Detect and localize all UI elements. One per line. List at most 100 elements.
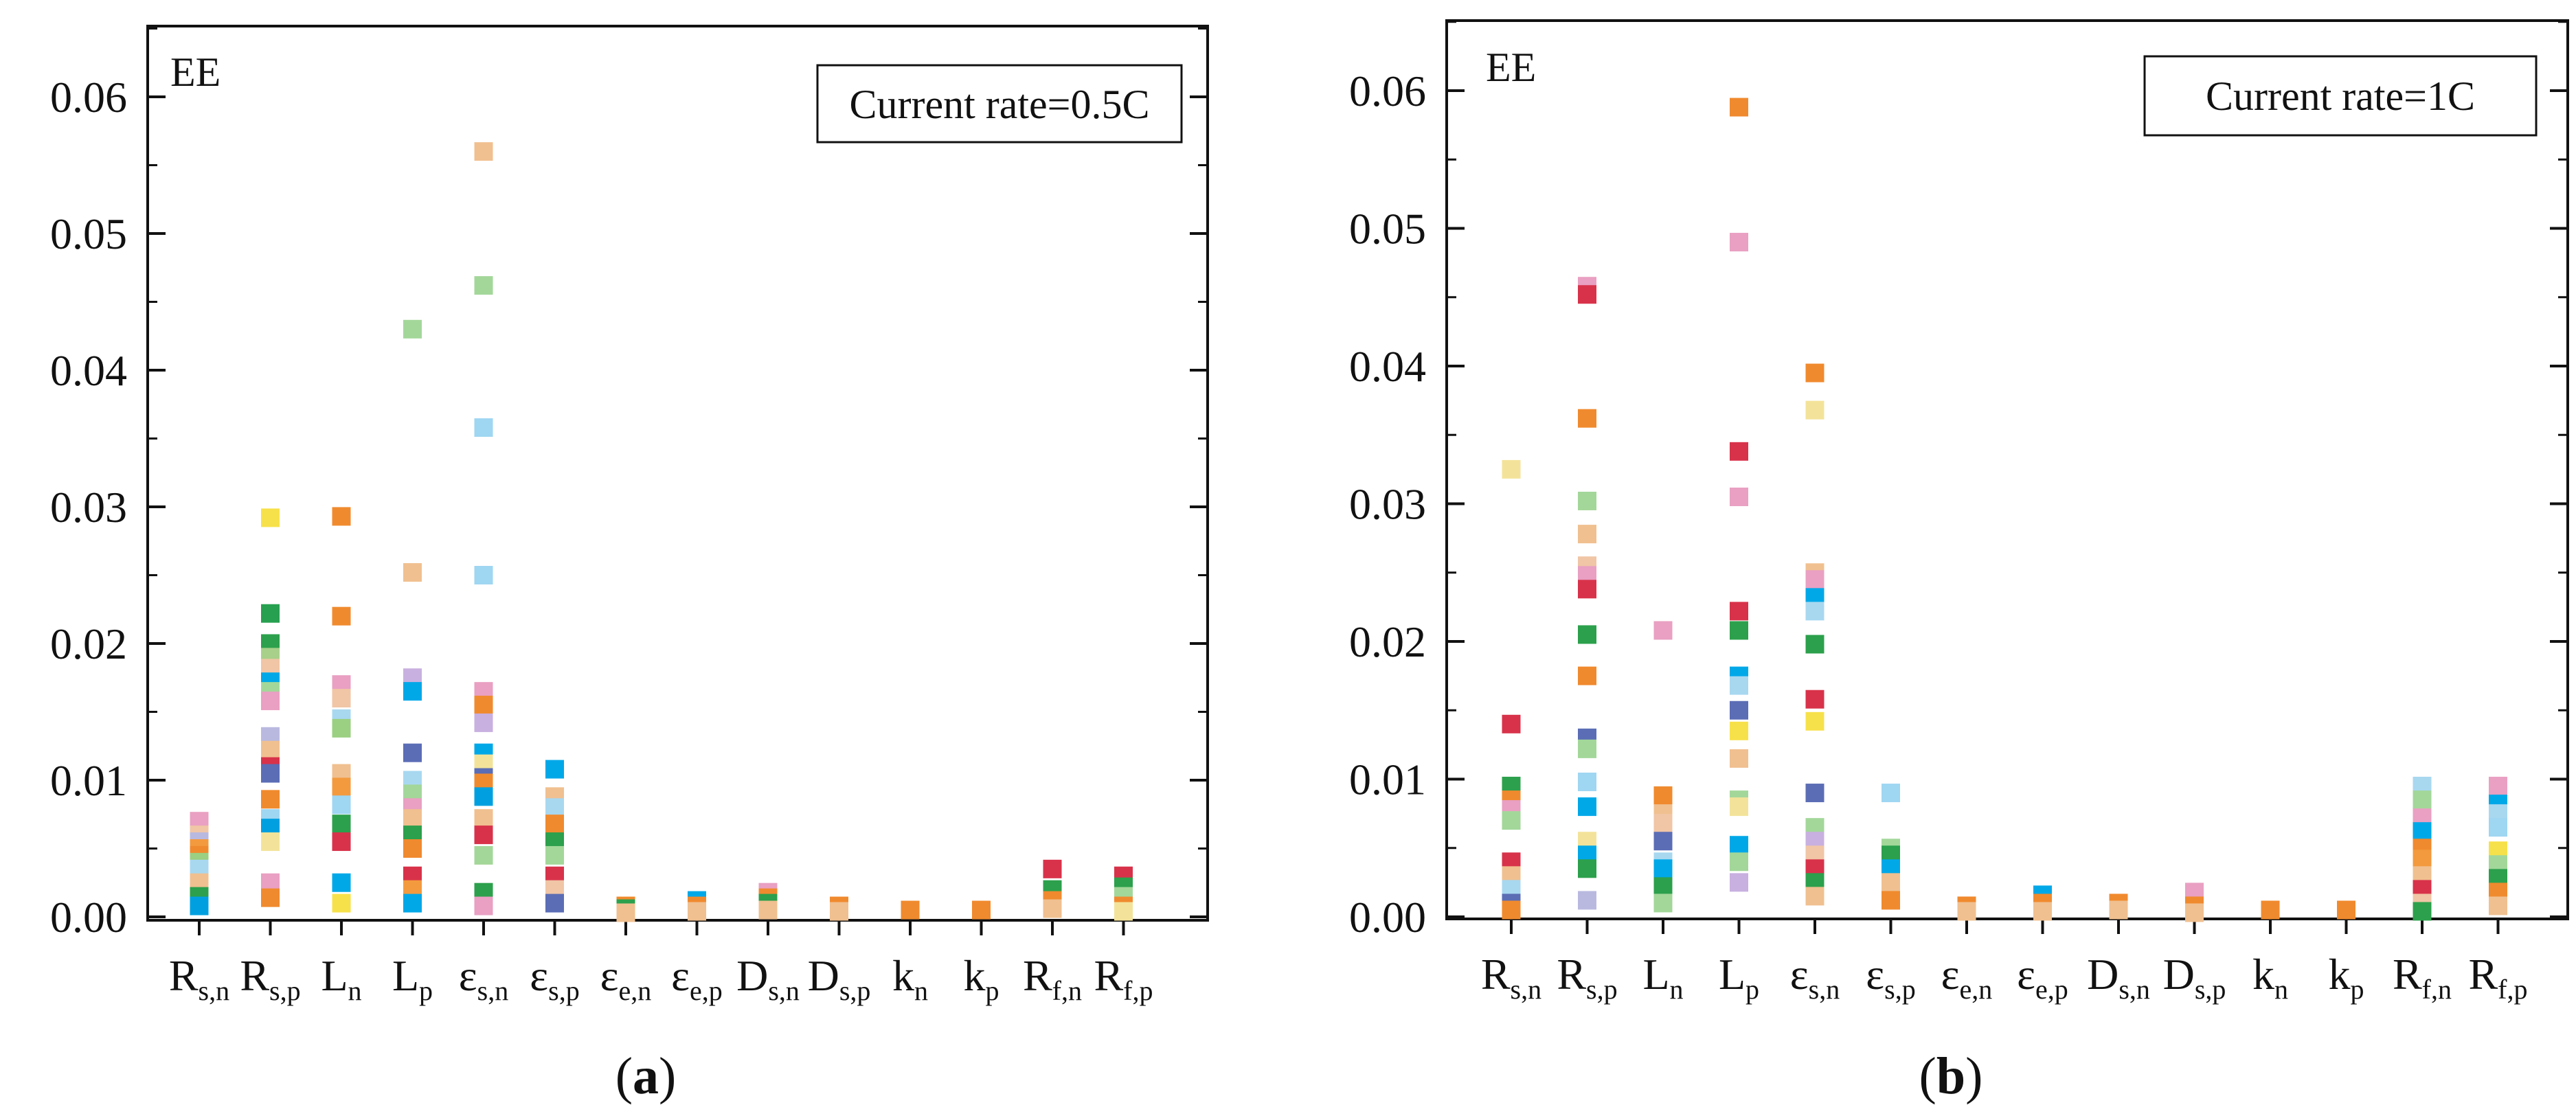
data-point [332, 507, 351, 526]
data-points [1502, 98, 2507, 922]
data-point [1653, 621, 1673, 640]
x-tick-label: Rs,p [240, 951, 300, 1006]
y-tick-label: 0.06 [50, 73, 127, 122]
data-point [1502, 811, 1521, 830]
data-point [261, 764, 280, 783]
panel-label-close: ) [1965, 1047, 1982, 1105]
data-point [1578, 739, 1596, 758]
data-point [1578, 773, 1596, 792]
data-point [1882, 891, 1900, 910]
plot-frame [146, 25, 1209, 922]
data-point [2413, 790, 2432, 810]
x-tick-label: εe,n [600, 951, 652, 1006]
data-point [1653, 859, 1673, 878]
data-point [901, 900, 920, 920]
data-point [1730, 749, 1748, 768]
x-tick-label: Rs,n [169, 951, 229, 1006]
x-tick-label: Ln [321, 951, 361, 1006]
legend-box [816, 64, 1183, 144]
data-point [1578, 409, 1596, 428]
data-point [1502, 900, 1521, 920]
x-tick-label: Ds,p [2163, 950, 2226, 1005]
data-point [1805, 363, 1824, 383]
x-tick-label: εs,p [530, 951, 579, 1006]
y-tick-label: 0.03 [50, 483, 127, 532]
chart-panel-b: 0.00 0.01 0.02 0.03 0.04 0.05 0.06 Rs,n Rs,p Ln L… [1349, 19, 2569, 1105]
y-tick-label: 0.01 [1349, 755, 1426, 804]
data-point [2261, 900, 2280, 920]
data-point [474, 845, 493, 865]
data-point [830, 902, 848, 921]
data-point [1578, 525, 1596, 544]
x-tick-label: εe,p [671, 951, 723, 1006]
data-point [2109, 900, 2128, 920]
data-point [1957, 902, 1976, 921]
data-point [2413, 902, 2432, 921]
legend-box [2143, 55, 2538, 137]
data-point [1730, 602, 1748, 621]
data-point [2489, 777, 2507, 796]
data-point [403, 809, 422, 828]
data-point [403, 682, 422, 701]
y-tick-label: 0.00 [1349, 893, 1426, 942]
data-point [332, 815, 351, 834]
data-point [2185, 903, 2204, 922]
x-tick-label: kp [964, 951, 999, 1006]
data-point [403, 743, 422, 762]
panel-label-close: ) [659, 1047, 676, 1105]
data-point [1730, 873, 1748, 892]
data-point [2413, 822, 2432, 841]
data-point [545, 760, 564, 779]
data-point [758, 900, 778, 920]
x-tick-label: Rf,n [2393, 950, 2452, 1005]
y-tick-label: 0.01 [50, 756, 127, 805]
data-point [332, 689, 351, 708]
x-axis: Rs,n Rs,p Ln Lp εs,n εs,p εe,n εe,p Ds,n Ds,p kn kp… [169, 920, 1153, 1006]
data-point [2413, 850, 2432, 869]
x-axis: Rs,n Rs,p Ln Lp εs,n εs,p εe,n εe,p Ds,n Ds,p kn kp… [1481, 919, 2528, 1005]
data-point [688, 902, 706, 921]
data-point [1502, 714, 1521, 733]
data-point [1730, 852, 1748, 872]
data-point [474, 566, 493, 584]
x-tick-label: Rf,p [1094, 951, 1153, 1006]
data-point [1730, 797, 1748, 817]
data-point [403, 839, 422, 858]
x-tick-label: Ds,n [2087, 950, 2150, 1005]
x-tick-label: kn [2252, 950, 2288, 1005]
data-point [545, 893, 564, 913]
data-point [261, 888, 280, 907]
data-point [1578, 285, 1596, 304]
x-tick-label: Lp [392, 951, 433, 1006]
data-point [261, 790, 280, 809]
x-tick-label: Rs,n [1481, 950, 1541, 1005]
data-point [261, 832, 280, 852]
legend-text: Current rate=1C [2206, 73, 2475, 119]
data-point [1805, 635, 1824, 654]
data-point [1730, 487, 1748, 506]
data-point [1114, 902, 1133, 921]
data-point [332, 795, 351, 815]
x-tick-label: εe,n [1941, 950, 1993, 1005]
y-tick-label: 0.02 [1349, 617, 1426, 666]
data-point [474, 787, 493, 806]
data-point [474, 142, 493, 161]
data-point [1578, 580, 1596, 599]
data-point [332, 832, 351, 852]
plot-frame [1445, 19, 2569, 920]
data-point [1502, 459, 1521, 479]
data-points [190, 142, 1133, 922]
x-tick-label: kn [892, 951, 928, 1006]
data-point [1805, 690, 1824, 709]
panel-label-b: (b) [1919, 1047, 1983, 1105]
data-point [332, 777, 351, 797]
data-point [2337, 900, 2355, 920]
x-tick-label: Lp [1719, 950, 1759, 1005]
y-tick-label: 0.03 [1349, 480, 1426, 529]
data-point [403, 319, 422, 339]
data-point [1578, 859, 1596, 878]
y-tick-label: 0.04 [1349, 342, 1426, 391]
data-point [474, 276, 493, 295]
